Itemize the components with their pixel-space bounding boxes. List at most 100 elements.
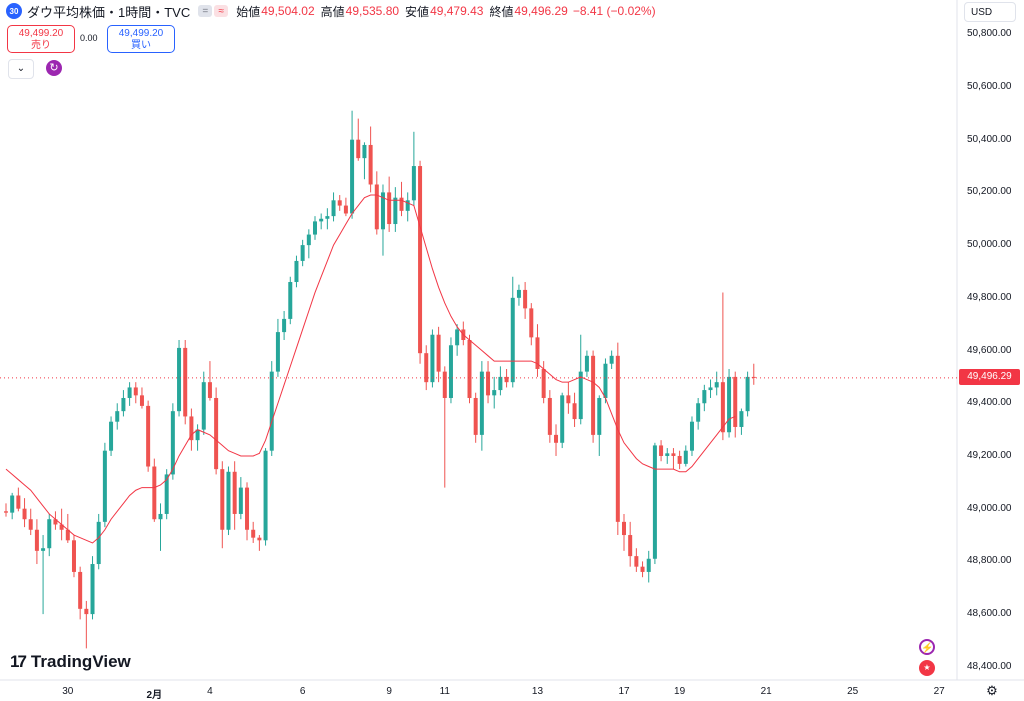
refresh-icon[interactable]: ↻ (46, 60, 62, 76)
time-tick-label: 9 (386, 686, 392, 697)
candle-body (22, 508, 27, 520)
candle (424, 345, 429, 391)
candle-body (245, 487, 250, 530)
buy-button[interactable]: 49,499.20 買い (107, 25, 175, 53)
candle (399, 181, 404, 217)
candle (708, 379, 713, 398)
lightning-icon[interactable]: ⚡ (919, 639, 935, 655)
candle-body (177, 347, 182, 412)
candle (492, 376, 497, 409)
time-tick-label: 2月 (146, 690, 163, 701)
candle (139, 387, 144, 409)
candle-body (597, 397, 602, 435)
price-tick-label: 48,800.00 (967, 555, 1012, 567)
candle-body (467, 340, 472, 398)
candle-body (152, 466, 157, 520)
price-tick-label: 50,600.00 (967, 80, 1012, 92)
candle-body (337, 200, 342, 206)
candle (288, 276, 293, 325)
time-tick-label: 30 (62, 686, 74, 697)
candle-body (442, 371, 447, 398)
candle (727, 368, 732, 438)
candlestick-series (4, 110, 756, 649)
candle-body (350, 139, 355, 214)
candle (201, 371, 206, 435)
candle (214, 387, 219, 475)
candle (133, 382, 138, 404)
candle-body (677, 455, 682, 464)
symbol-title[interactable]: ダウ平均株価・1時間・TVC (27, 4, 191, 20)
candle (578, 334, 583, 425)
candle (467, 334, 472, 404)
candle (313, 216, 317, 240)
candle (146, 400, 151, 472)
candle-body (257, 537, 262, 541)
candle-body (659, 445, 664, 456)
candle-body (127, 387, 132, 398)
candle-body (288, 282, 293, 319)
time-tick-label: 6 (299, 686, 306, 697)
candle (689, 416, 694, 456)
price-tick-label: 49,400.00 (967, 397, 1012, 409)
candle (207, 361, 212, 401)
candle (306, 229, 311, 259)
buy-price: 49,499.20 (118, 28, 164, 39)
gear-icon[interactable]: ⚙ (986, 683, 998, 698)
candle (671, 448, 676, 470)
price-tick-label: 48,600.00 (967, 608, 1012, 620)
tradingview-logo[interactable]: 17 TradingView (10, 652, 131, 672)
candle (455, 324, 460, 356)
candle (47, 513, 52, 557)
candle-body (84, 608, 89, 615)
chevron-down-icon[interactable]: ⌄ (8, 59, 34, 79)
currency-selector[interactable]: USD (964, 2, 1016, 22)
candle (411, 131, 416, 206)
candle-body (708, 387, 713, 391)
candle (622, 513, 626, 551)
candle (510, 276, 515, 388)
candle-body (739, 411, 744, 427)
candle-body (572, 403, 577, 420)
candle (34, 519, 39, 565)
candle (300, 239, 305, 267)
time-tick-label: 19 (674, 686, 686, 697)
candle-body (498, 376, 503, 391)
candle (659, 440, 664, 462)
time-tick-label: 17 (618, 686, 630, 697)
candle-body (492, 390, 497, 396)
equal-chip-icon[interactable]: = (198, 5, 213, 17)
candle (337, 195, 342, 211)
candle (628, 521, 633, 567)
candle (170, 403, 175, 480)
candle (10, 492, 15, 520)
sell-label: 売り (31, 40, 51, 51)
symbol-badge-icon: 30 (6, 3, 22, 19)
approx-chip-icon[interactable]: ≈ (214, 5, 229, 17)
candle-body (733, 376, 738, 427)
candle-body (683, 450, 688, 464)
candle-body (584, 355, 589, 372)
candle-body (479, 371, 484, 435)
price-tick-label: 49,200.00 (967, 449, 1012, 461)
candle-body (343, 205, 348, 214)
candle-body (405, 200, 410, 211)
candle (195, 424, 200, 451)
symbol-header: 30 ダウ平均株価・1時間・TVC = ≈ 始値 49,504.02 高値 49,5… (0, 0, 656, 22)
us-flag-icon[interactable]: ★ (919, 660, 935, 676)
candle (683, 445, 688, 467)
sell-button[interactable]: 49,499.20 売り (7, 25, 75, 53)
candle (387, 176, 392, 232)
tv-logo-icon: 17 (10, 652, 27, 671)
candle-body (665, 453, 670, 456)
brand-name: TradingView (30, 652, 131, 671)
candle (541, 361, 546, 404)
candle-body (751, 376, 756, 378)
high-value: 49,535.80 (345, 4, 400, 18)
candle-body (578, 371, 583, 420)
candle (269, 361, 274, 456)
candle-body (78, 571, 83, 609)
candle-body (232, 471, 237, 514)
candle (584, 350, 589, 377)
candle (263, 448, 268, 546)
